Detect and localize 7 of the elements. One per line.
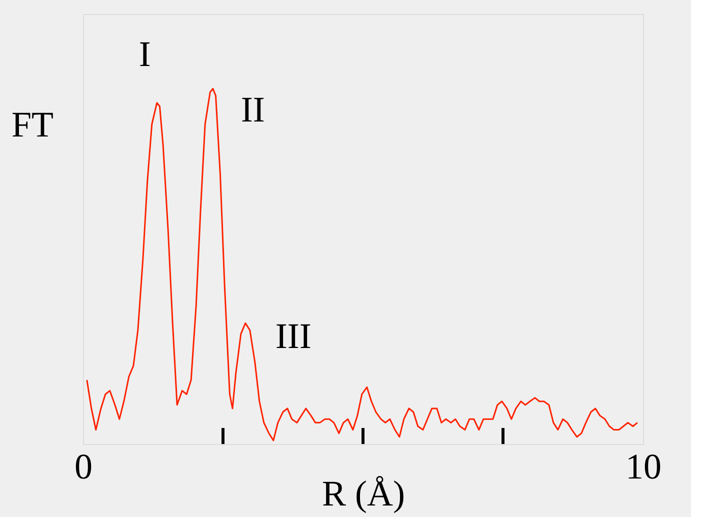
x-tick-label: 10 (626, 446, 662, 486)
annotation: I (138, 34, 151, 74)
annotation: III (275, 316, 312, 356)
y-axis-title: FT (11, 104, 54, 144)
x-tick-label: 0 (74, 446, 92, 486)
x-axis-title: R (Å) (322, 474, 405, 514)
annotation: II (240, 90, 265, 130)
